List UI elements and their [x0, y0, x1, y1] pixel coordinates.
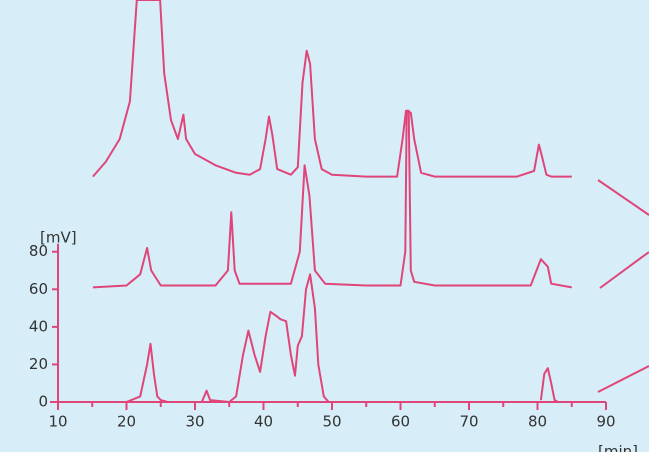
trace	[92, 109, 572, 289]
trace	[126, 273, 559, 403]
x-tick-label: 10	[48, 413, 67, 431]
x-tick-label: 50	[322, 413, 341, 431]
y-tick-label: 80	[29, 242, 48, 260]
x-tick-label: 70	[459, 413, 478, 431]
connector	[597, 365, 649, 393]
x-tick-label: 30	[185, 413, 204, 431]
connector	[599, 251, 649, 289]
y-tick-label: 40	[29, 317, 48, 335]
x-tick-label: 90	[596, 413, 615, 431]
x-tick-label: 20	[117, 413, 136, 431]
y-tick-label: 0	[38, 393, 48, 411]
x-tick-label: 60	[391, 413, 410, 431]
y-axis-label: [mV]	[40, 229, 77, 247]
y-tick-label: 20	[29, 355, 48, 373]
x-tick-label: 80	[528, 413, 547, 431]
x-tick-label: 40	[254, 413, 273, 431]
connector	[597, 179, 649, 216]
y-tick-label: 60	[29, 280, 48, 298]
x-axis-label: [min]	[598, 443, 638, 452]
trace	[92, 0, 572, 178]
